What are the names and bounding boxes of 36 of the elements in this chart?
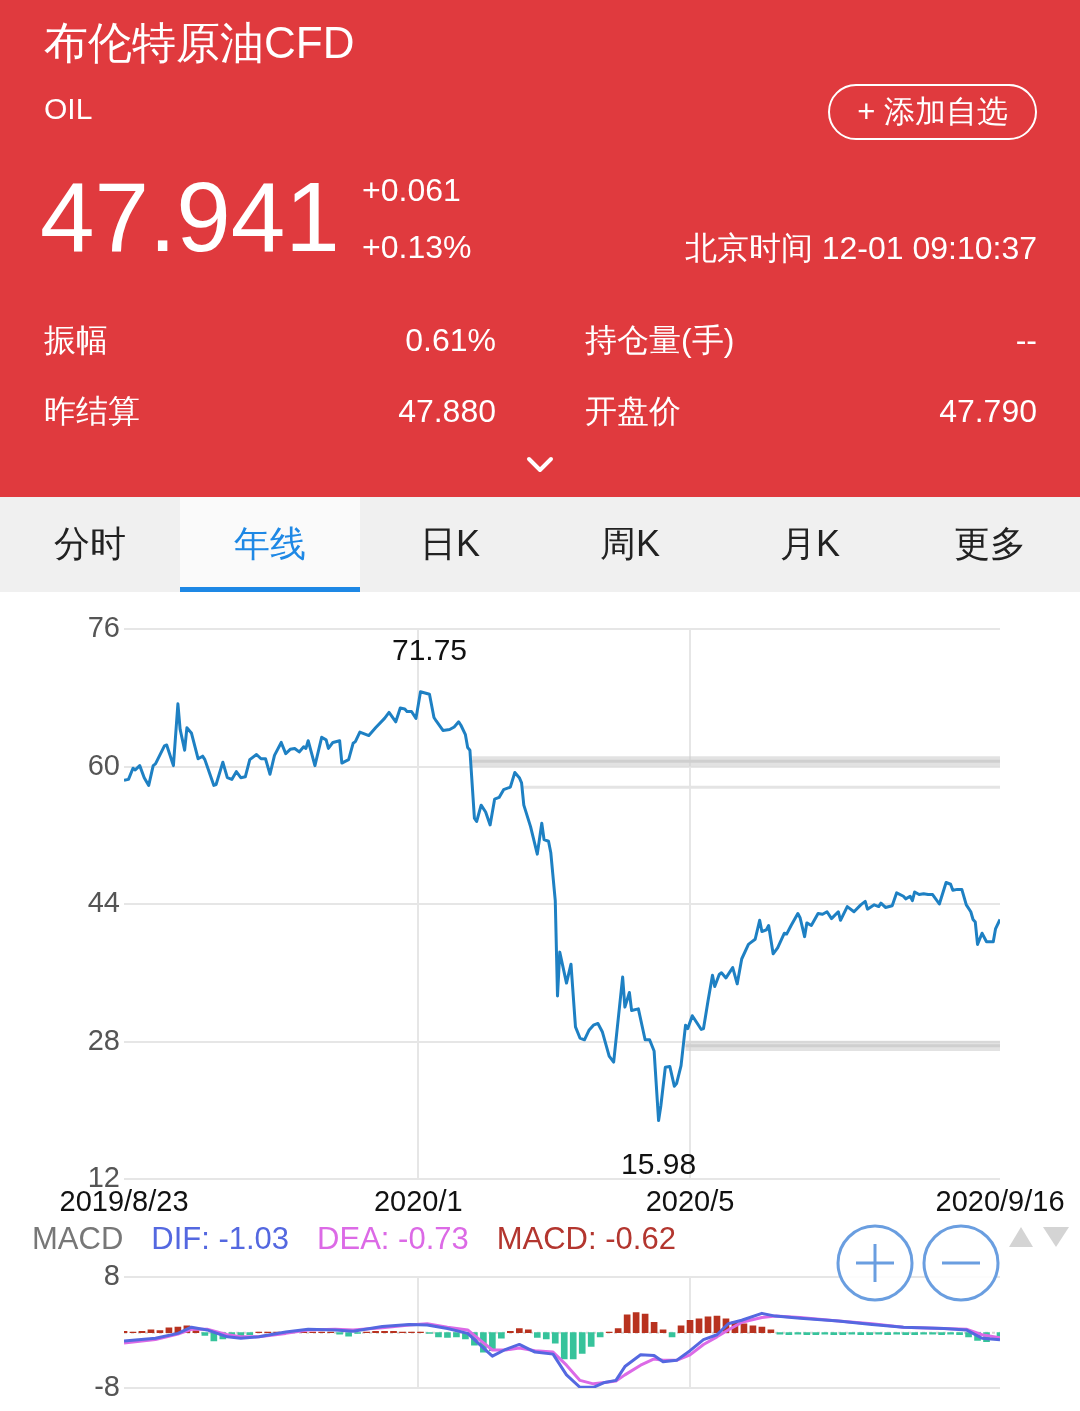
y-tick-label: 8 — [103, 1259, 120, 1292]
text: DEA: -0.73 — [317, 1221, 469, 1257]
text: 日K — [419, 522, 480, 566]
text: 北京时间 12-01 09:10:37 — [684, 230, 1037, 267]
x-tick-label: 2020/9/16 — [935, 1185, 1065, 1218]
legend-title: MACD — [32, 1221, 124, 1257]
text: 月K — [779, 522, 840, 566]
text: 布伦特原油CFD — [44, 18, 355, 69]
text: 47.880 — [398, 393, 496, 430]
y-tick-label: 44 — [87, 886, 120, 918]
text: 振幅 — [44, 322, 108, 359]
annotation: 71.75 — [391, 632, 468, 666]
y-tick-label: 60 — [87, 748, 120, 781]
y-tick-label: -8 — [94, 1370, 120, 1402]
text: 昨结算 — [44, 393, 140, 430]
text: 年线 — [234, 522, 306, 566]
y-tick-label: 28 — [87, 1023, 120, 1056]
text: 分时 — [54, 522, 126, 566]
text: +0.061 — [362, 172, 461, 209]
text: +0.13% — [362, 229, 472, 266]
text: 周K — [599, 522, 660, 566]
x-tick-label: 2020/5 — [645, 1185, 735, 1218]
text: MACD: -0.62 — [496, 1221, 676, 1257]
text: + 添加自选 — [857, 93, 1008, 131]
x-tick-label: 2020/1 — [373, 1185, 463, 1218]
text: -- — [1015, 322, 1037, 359]
text: 持仓量(手) — [585, 322, 735, 359]
text: 更多 — [954, 522, 1026, 566]
text: OIL — [44, 92, 93, 127]
text: 47.790 — [939, 393, 1037, 430]
text: DIF: -1.03 — [151, 1221, 290, 1257]
text: 开盘价 — [585, 393, 681, 430]
y-tick-label: 76 — [87, 611, 120, 643]
text: 47.941 — [40, 162, 340, 272]
annotation: 15.98 — [621, 1146, 697, 1180]
text: 0.61% — [405, 322, 496, 359]
